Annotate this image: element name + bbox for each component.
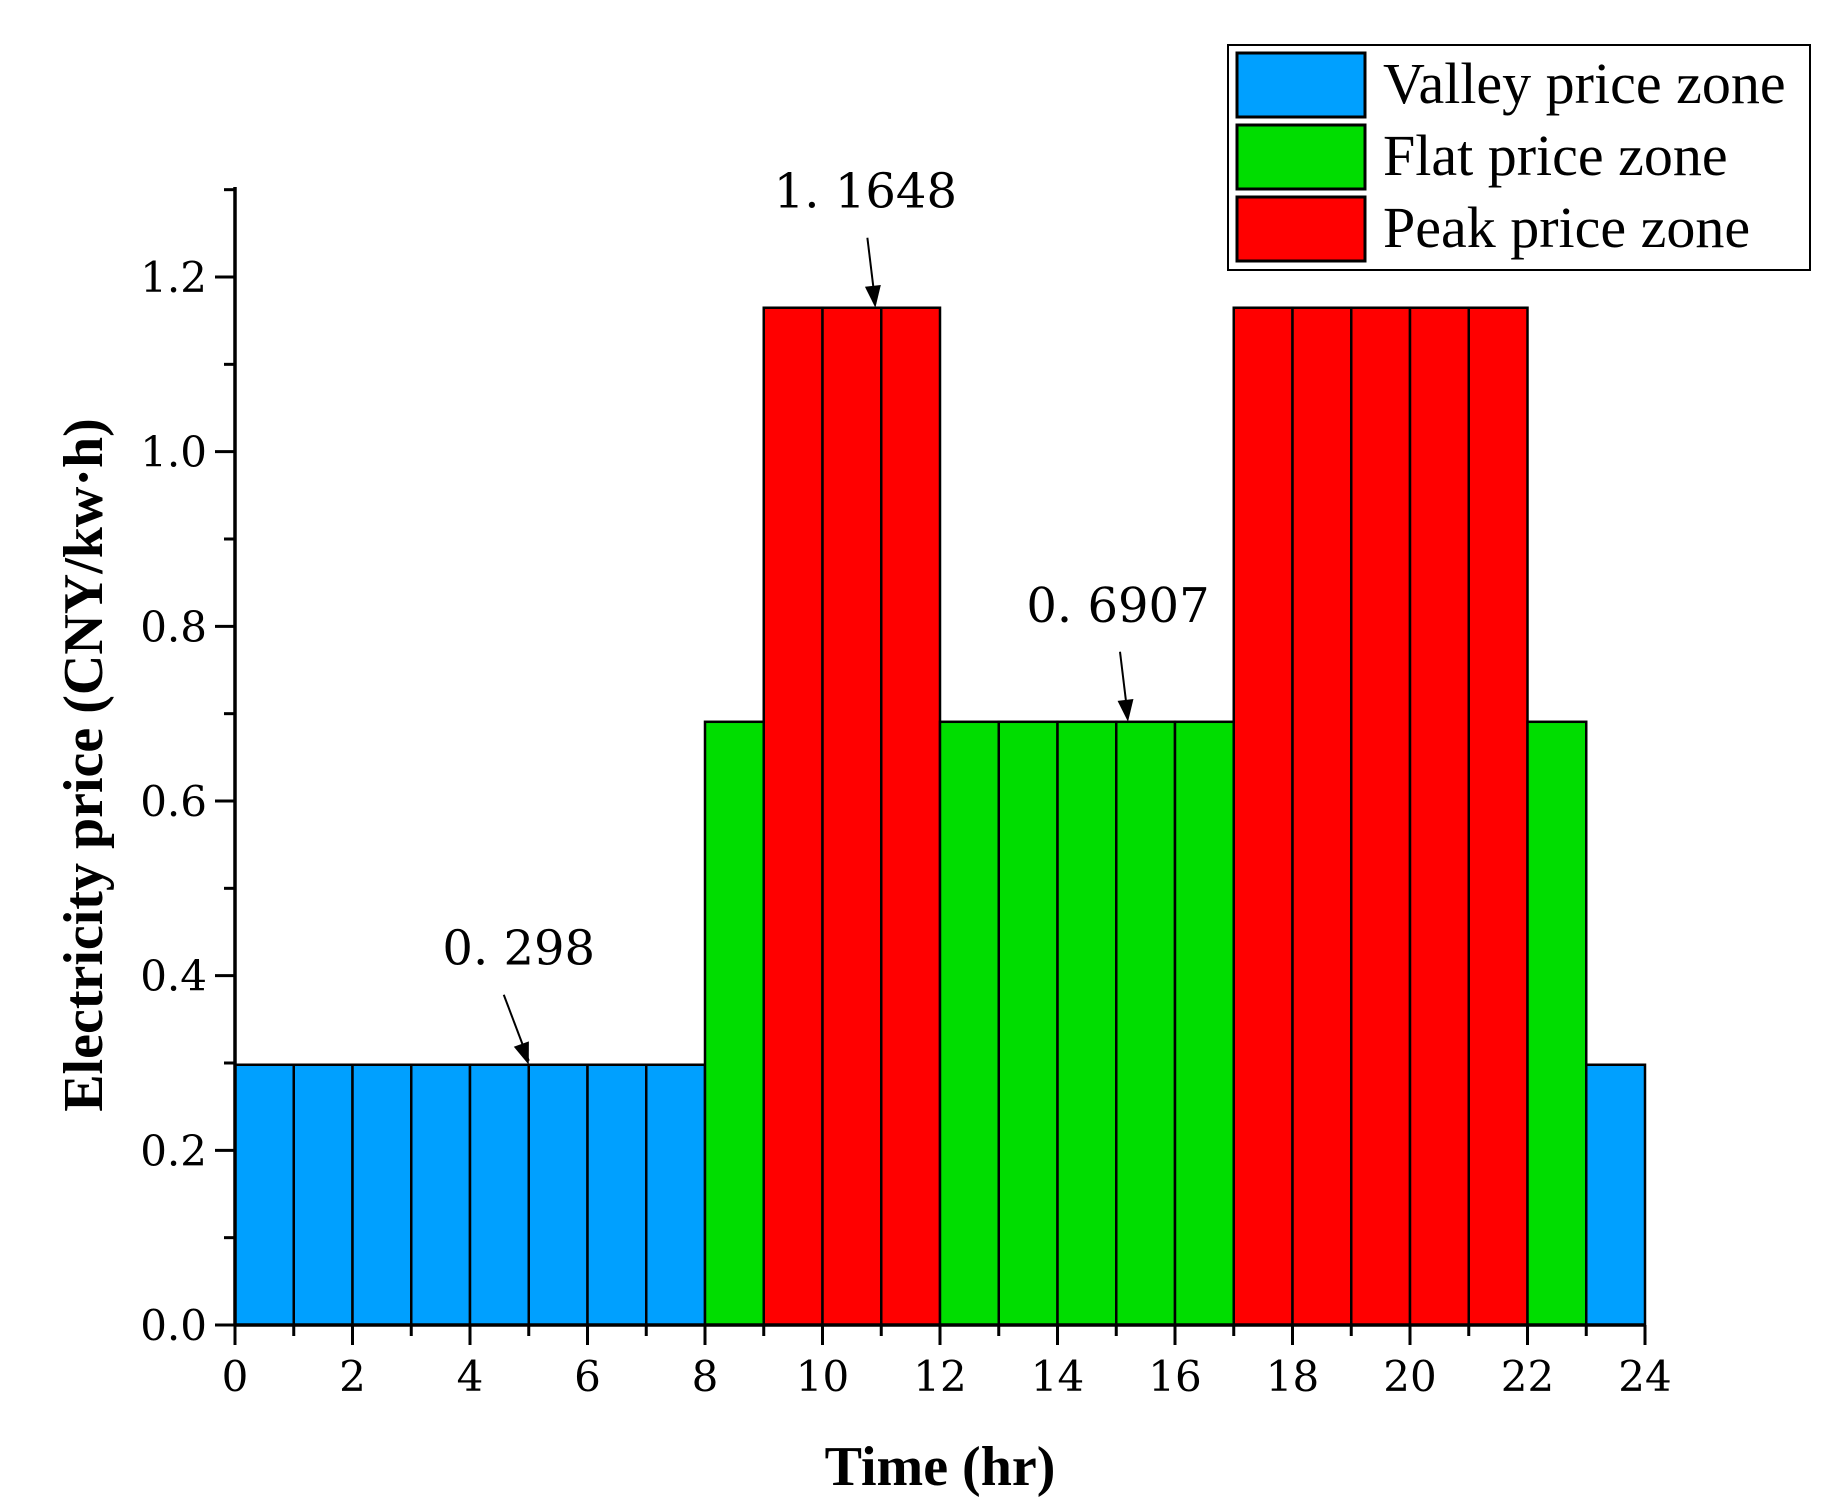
bar-hour-6	[586, 1063, 648, 1327]
y-tick-label: 0.8	[140, 602, 207, 651]
bar-hour-11	[880, 306, 942, 1327]
x-tick-label: 18	[1266, 1352, 1319, 1401]
bar-hour-2	[351, 1063, 413, 1327]
x-tick-label: 2	[339, 1352, 366, 1401]
x-tick-label: 20	[1383, 1352, 1436, 1401]
x-tick-label: 16	[1148, 1352, 1201, 1401]
legend-label-flat: Flat price zone	[1383, 123, 1728, 188]
y-tick-label: 1.2	[140, 253, 207, 302]
x-tick-label: 6	[574, 1352, 601, 1401]
bar-hour-18	[1291, 306, 1353, 1327]
bars-group	[233, 306, 1647, 1327]
bar-hour-0	[233, 1063, 295, 1327]
bar-hour-5	[527, 1063, 589, 1327]
x-tick-label: 12	[913, 1352, 966, 1401]
legend-swatch-flat	[1235, 123, 1367, 191]
bar-hour-17	[1232, 306, 1294, 1327]
x-tick-label: 0	[222, 1352, 249, 1401]
annotations-group: 1. 1648 0. 6907 0. 298	[442, 164, 1210, 1065]
annotation-arrow-head	[864, 284, 881, 308]
y-tick-label: 1.0	[140, 428, 207, 477]
annotation-label: 1. 1648	[774, 164, 957, 220]
y-tick-label: 0.6	[140, 777, 207, 826]
bar-hour-8	[703, 720, 765, 1327]
legend-swatch-peak	[1235, 195, 1367, 263]
bar-hour-1	[292, 1063, 354, 1327]
x-tick-label: 24	[1618, 1352, 1671, 1401]
annotation-arrow-head	[1117, 699, 1134, 722]
bar-hour-19	[1350, 306, 1412, 1327]
x-tick-label: 8	[692, 1352, 719, 1401]
bar-hour-9	[762, 306, 824, 1327]
x-axis-title: Time (hr)	[825, 1436, 1056, 1498]
y-tick-label: 0.2	[140, 1126, 207, 1175]
annotation-label: 0. 6907	[1026, 578, 1209, 634]
y-tick-label: 0.0	[140, 1301, 207, 1350]
y-tick-label: 0.4	[140, 952, 207, 1001]
legend-label-peak: Peak price zone	[1383, 195, 1750, 260]
bar-hour-16	[1173, 720, 1235, 1327]
legend-swatch-valley	[1235, 51, 1367, 119]
annotation-label: 0. 298	[442, 921, 595, 977]
bar-hour-20	[1408, 306, 1470, 1327]
x-tick-label: 4	[457, 1352, 484, 1401]
annotation-arrow-head	[513, 1041, 529, 1065]
bar-hour-21	[1467, 306, 1529, 1327]
bar-hour-22	[1526, 720, 1588, 1327]
legend-label-valley: Valley price zone	[1383, 51, 1786, 116]
axes-group: 0.00.20.40.60.81.01.20 2 4 6 8 10 12 14 16 18 20 22…	[140, 187, 1672, 1401]
legend: Valley price zone Flat price zone Peak pri…	[1227, 44, 1811, 271]
bar-hour-13	[997, 720, 1059, 1327]
x-tick-label: 10	[796, 1352, 849, 1401]
bar-hour-23	[1585, 1063, 1647, 1327]
x-tick-label: 14	[1031, 1352, 1084, 1401]
bar-hour-10	[821, 306, 883, 1327]
bar-hour-12	[938, 720, 1000, 1327]
bar-hour-15	[1115, 720, 1177, 1327]
bar-hour-14	[1056, 720, 1118, 1327]
x-tick-label: 22	[1501, 1352, 1554, 1401]
bar-hour-3	[410, 1063, 472, 1327]
y-axis-title: Electricity price (CNY/kw·h)	[53, 418, 115, 1112]
bar-hour-7	[645, 1063, 707, 1327]
bar-hour-4	[468, 1063, 530, 1327]
